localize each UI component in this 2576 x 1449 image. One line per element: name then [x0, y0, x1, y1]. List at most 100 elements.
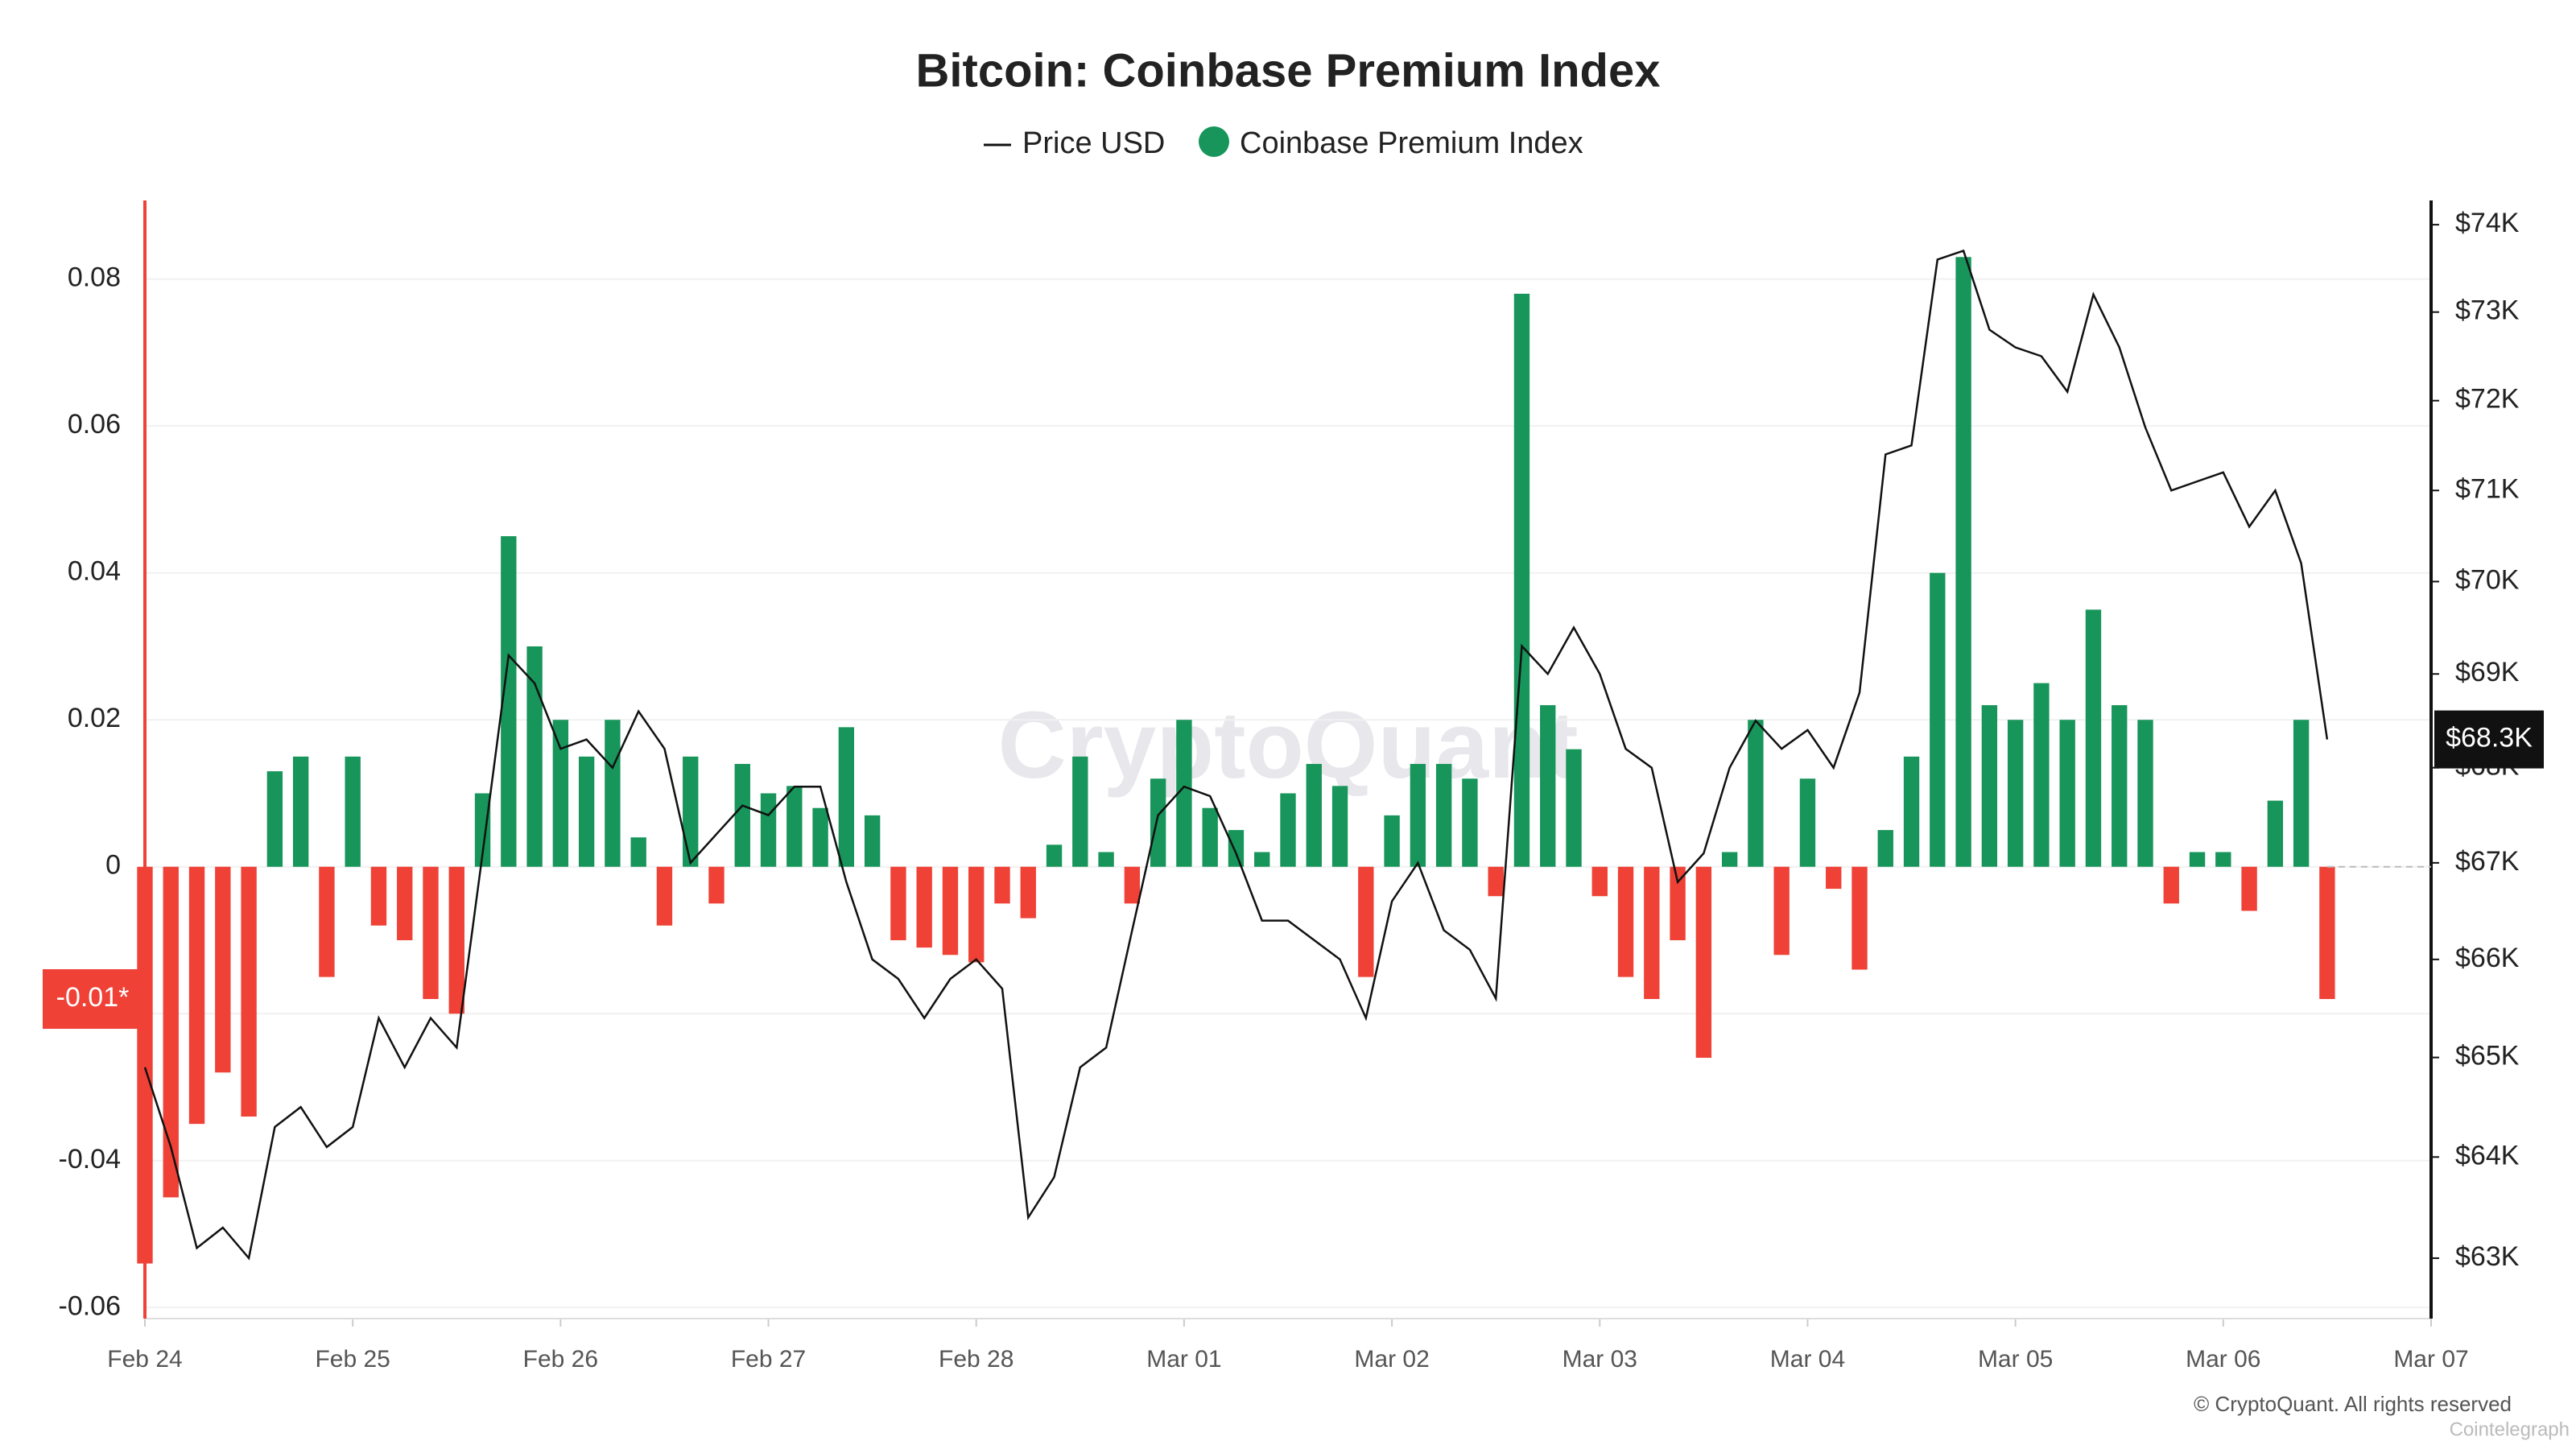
bar [345, 756, 361, 867]
x-tick-label: Mar 03 [1563, 1346, 1637, 1373]
bar [1773, 866, 1790, 956]
bar [1254, 852, 1270, 867]
bar [1072, 756, 1088, 867]
bar [1331, 786, 1348, 867]
bar [1670, 866, 1686, 941]
bar [2319, 866, 2335, 1000]
bar [292, 756, 309, 867]
y2-tick-label: $73K [2455, 295, 2520, 326]
y-tick-label: 0.08 [68, 262, 121, 293]
y-tick-label: 0.06 [68, 409, 121, 440]
y2-tick-label: $66K [2455, 943, 2520, 973]
bar [1826, 866, 1842, 890]
bar [708, 866, 724, 904]
bar [942, 866, 959, 956]
y-tick-label: -0.04 [59, 1144, 122, 1174]
x-tick-label: Feb 25 [315, 1346, 390, 1373]
bar [2112, 704, 2128, 867]
bar [1748, 720, 1764, 867]
y2-tick-label: $65K [2455, 1041, 2520, 1071]
x-tick-label: Mar 06 [2186, 1346, 2260, 1373]
bar [1617, 866, 1634, 977]
y2-tick-label: $70K [2455, 564, 2520, 595]
bar [578, 756, 595, 867]
bar [1644, 866, 1660, 1000]
legend-dot [1199, 126, 1229, 157]
bar [2215, 852, 2231, 867]
bar [1852, 866, 1868, 970]
x-tick-label: Feb 28 [939, 1346, 1013, 1373]
y2-tick-label: $69K [2455, 657, 2520, 687]
footer: © CryptoQuant. All rights reserved [2194, 1392, 2512, 1416]
bar [916, 866, 932, 948]
y2-tick-label: $71K [2455, 473, 2520, 504]
bar [1591, 866, 1608, 897]
bar [448, 866, 464, 1014]
last-index-label: -0.01* [56, 982, 130, 1013]
bar [1462, 778, 1478, 867]
x-tick-label: Feb 24 [107, 1346, 182, 1373]
bar [734, 763, 750, 867]
bar [526, 646, 543, 867]
bar [241, 866, 257, 1117]
bar [370, 866, 387, 926]
bar [1020, 866, 1036, 919]
bar [1540, 704, 1556, 867]
bar [838, 727, 855, 867]
price-line [143, 249, 2329, 1261]
x-tick-label: Mar 05 [1978, 1346, 2053, 1373]
bar [2241, 866, 2257, 911]
bar [1150, 778, 1166, 867]
bar [890, 866, 906, 941]
bar [2189, 852, 2206, 867]
bar [994, 866, 1010, 904]
x-tick-label: Feb 26 [523, 1346, 598, 1373]
bar [552, 720, 569, 867]
bar [656, 866, 673, 926]
bar [397, 866, 413, 941]
bar [1384, 815, 1400, 867]
bar [864, 815, 881, 867]
bar [812, 807, 828, 867]
chart-title: Bitcoin: Coinbase Premium Index [916, 44, 1661, 97]
bar [2085, 609, 2102, 867]
y-tick-label: 0.04 [68, 556, 121, 587]
bar [968, 866, 985, 963]
bar [1695, 866, 1712, 1059]
bar [1488, 866, 1504, 897]
bar [1877, 830, 1893, 867]
bar [1202, 807, 1218, 867]
bar [1410, 763, 1426, 867]
bar [2033, 683, 2050, 867]
x-tick-label: Mar 07 [2393, 1346, 2468, 1373]
bar [2267, 800, 2284, 867]
bar [683, 756, 699, 867]
bar [188, 866, 205, 1125]
last-index-box [43, 969, 142, 1030]
bar [266, 771, 283, 867]
legend-label: Price USD [1022, 126, 1165, 160]
legend-label: Coinbase Premium Index [1240, 126, 1583, 160]
x-tick-label: Mar 02 [1354, 1346, 1429, 1373]
bar [1435, 763, 1452, 867]
bar [1228, 830, 1245, 867]
bar [2293, 720, 2310, 867]
y2-tick-label: $63K [2455, 1241, 2520, 1272]
bar [501, 536, 517, 867]
last-price-label: $68.3K [2446, 723, 2533, 753]
x-tick-label: Feb 27 [731, 1346, 806, 1373]
y2-tick-label: $67K [2455, 846, 2520, 877]
bar [1721, 852, 1738, 867]
bar [605, 720, 621, 867]
bar [163, 866, 179, 1198]
bar [1513, 293, 1530, 867]
bar [2163, 866, 2179, 904]
bar [1799, 778, 1816, 867]
bar [1046, 844, 1063, 867]
bar [137, 866, 153, 1264]
y2-tick-label: $64K [2455, 1140, 2520, 1170]
last-price-box [2434, 710, 2544, 769]
bar [760, 793, 777, 867]
